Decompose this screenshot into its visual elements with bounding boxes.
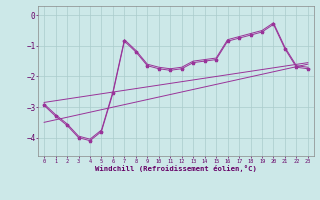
X-axis label: Windchill (Refroidissement éolien,°C): Windchill (Refroidissement éolien,°C) bbox=[95, 165, 257, 172]
